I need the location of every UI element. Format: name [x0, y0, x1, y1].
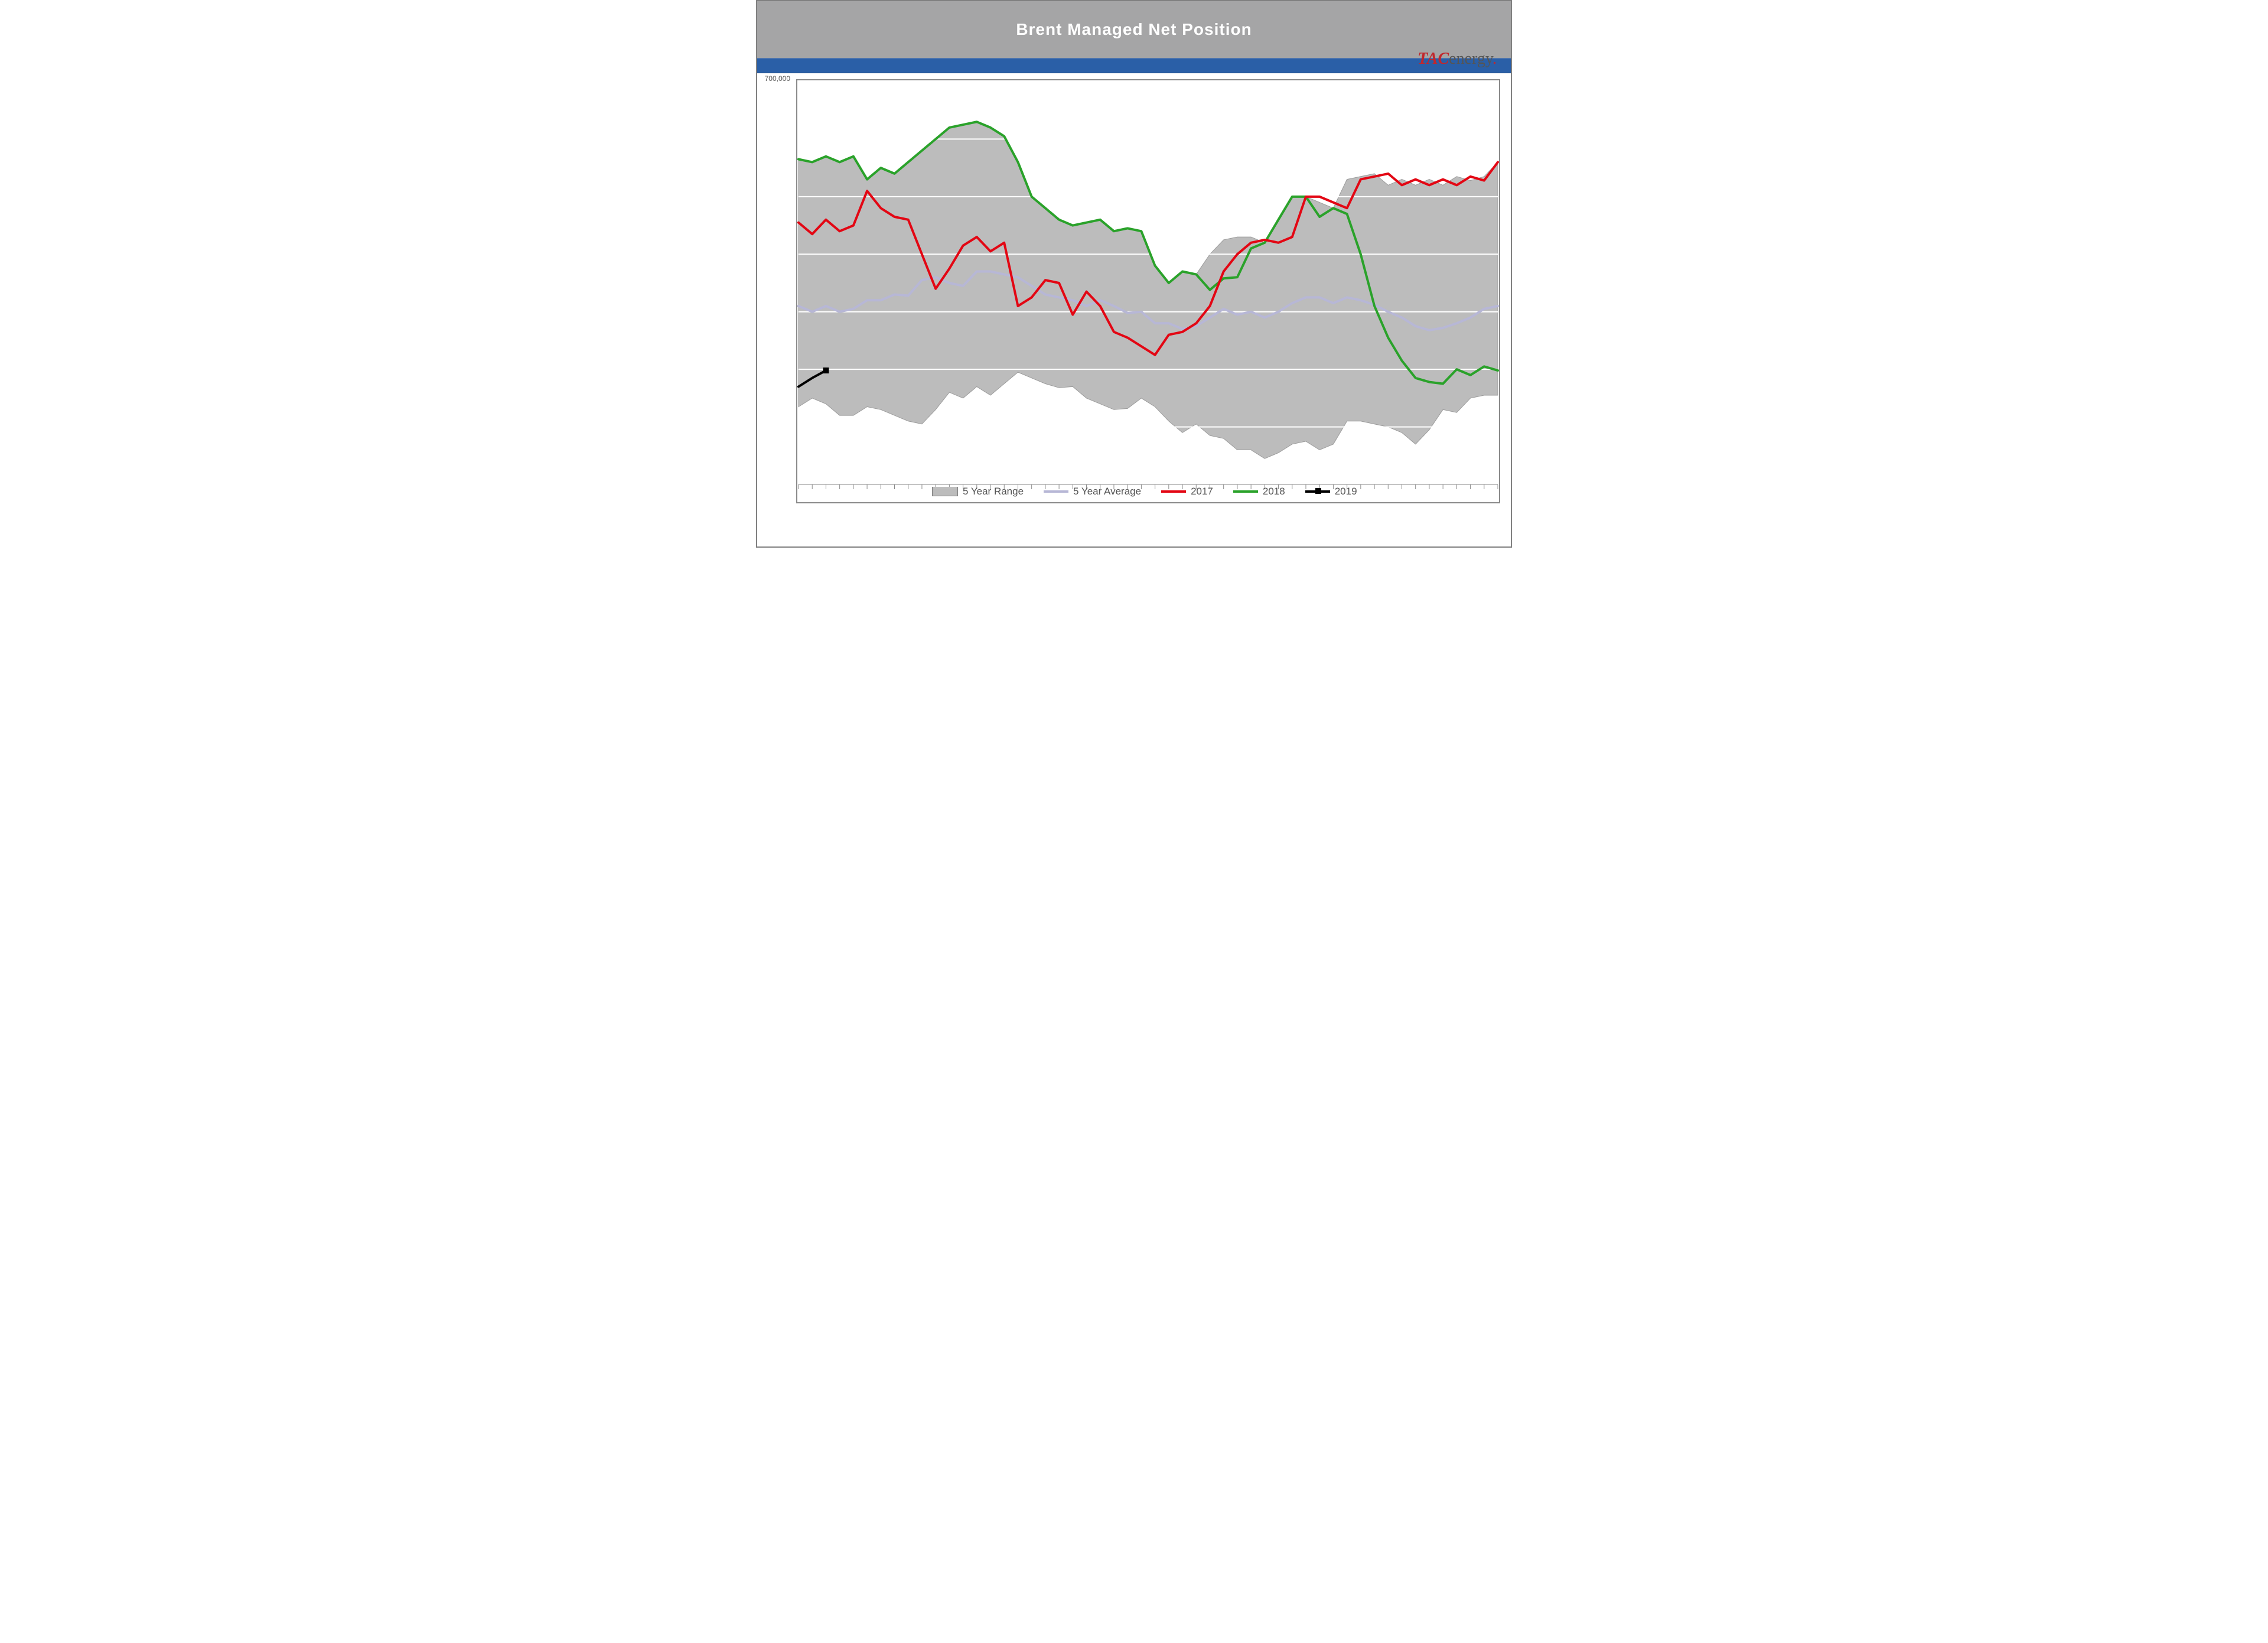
brand-logo: TACenergy. [1418, 51, 1497, 67]
logo-energy: energy [1449, 50, 1493, 68]
legend-swatch-average [1044, 490, 1068, 493]
chart-svg [797, 80, 1499, 502]
legend-swatch-2018 [1233, 490, 1258, 493]
legend-label-2018: 2018 [1263, 486, 1285, 497]
legend-item-average: 5 Year Average [1044, 486, 1141, 497]
legend-label-range: 5 Year Range [963, 486, 1024, 497]
legend-swatch-2019 [1305, 490, 1330, 493]
legend-item-2019: 2019 [1305, 486, 1357, 497]
logo-dot: . [1493, 50, 1497, 68]
accent-stripe [757, 58, 1511, 73]
legend-label-2019: 2019 [1335, 486, 1357, 497]
legend-item-range: 5 Year Range [932, 486, 1024, 497]
legend-swatch-range [932, 487, 958, 496]
yaxis-tick-700000: 700,000 [765, 74, 790, 83]
chart-card: Brent Managed Net Position TACenergy. 70… [756, 0, 1512, 548]
legend-label-average: 5 Year Average [1073, 486, 1141, 497]
logo-tac: TAC [1418, 50, 1449, 68]
legend: 5 Year Range 5 Year Average 2017 2018 20… [932, 486, 1357, 497]
legend-item-2017: 2017 [1161, 486, 1213, 497]
legend-swatch-2017 [1161, 490, 1186, 493]
title-bar: Brent Managed Net Position TACenergy. [757, 1, 1511, 58]
legend-item-2018: 2018 [1233, 486, 1285, 497]
chart-plot-area [796, 79, 1500, 503]
chart-title: Brent Managed Net Position [1016, 20, 1252, 39]
legend-label-2017: 2017 [1191, 486, 1213, 497]
